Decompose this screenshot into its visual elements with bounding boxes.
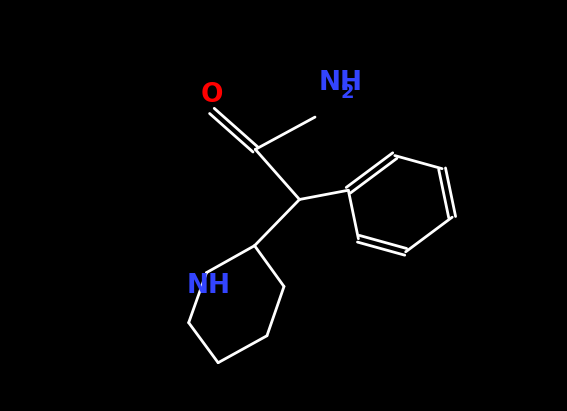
Text: O: O (201, 82, 223, 108)
Text: 2: 2 (341, 83, 354, 102)
Text: NH: NH (319, 69, 363, 95)
Text: NH: NH (187, 273, 231, 300)
